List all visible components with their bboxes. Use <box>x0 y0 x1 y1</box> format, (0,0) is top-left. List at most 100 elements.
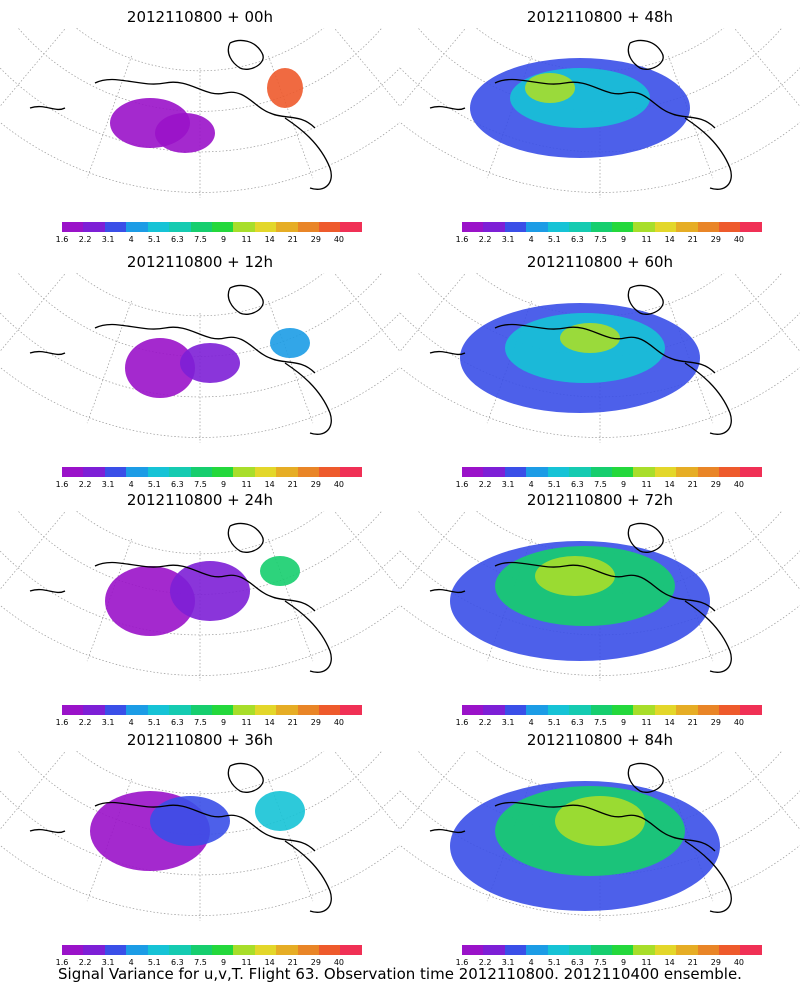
colorbar-swatch <box>233 222 255 232</box>
coastline <box>494 323 716 374</box>
colorbar-swatch <box>504 705 527 715</box>
variance-area <box>270 328 310 358</box>
colorbar-swatch <box>211 945 234 955</box>
meridian-line <box>400 28 427 33</box>
colorbar-swatch <box>462 222 484 232</box>
colorbar-swatch <box>719 705 741 715</box>
colorbar-swatch <box>462 705 484 715</box>
colorbar-label: 9 <box>220 958 227 967</box>
colorbar-swatch <box>147 467 170 477</box>
coastline <box>494 78 716 129</box>
coastline <box>684 840 732 913</box>
colorbar-label: 29 <box>710 718 721 727</box>
colorbar-swatch <box>126 705 148 715</box>
colorbar-swatch <box>254 705 277 715</box>
colorbar-swatch <box>62 467 84 477</box>
meridian-line <box>400 751 467 830</box>
colorbar-label: 4 <box>528 718 534 727</box>
meridian-line <box>86 538 132 662</box>
colorbar-swatch <box>569 467 591 477</box>
colorbar-label: 1.6 <box>455 958 469 967</box>
coastline <box>94 801 316 852</box>
colorbar-labels: 1.6 2.2 3.1 4 5.1 6.3 7.5 9 11 14 21 29 40 <box>56 718 362 728</box>
meridian-line <box>333 511 400 590</box>
colorbar-swatch <box>719 467 741 477</box>
colorbar <box>62 467 362 477</box>
colorbar-label: 14 <box>264 235 275 244</box>
colorbar-swatch <box>62 945 84 955</box>
greenland-coastline <box>627 762 664 793</box>
colorbar-swatch <box>611 705 634 715</box>
colorbar-label: 4 <box>528 235 534 244</box>
panel-title: 2012110800 + 36h <box>126 731 274 749</box>
colorbar <box>62 222 362 232</box>
coastline <box>94 78 316 129</box>
colorbar-swatch <box>254 467 277 477</box>
colorbar-swatch <box>104 705 127 715</box>
panel-title: 2012110800 + 48h <box>526 8 674 26</box>
colorbar-label: 14 <box>264 480 275 489</box>
meridian-line <box>0 751 27 756</box>
variance-area <box>267 68 303 108</box>
colorbar-swatch <box>462 945 484 955</box>
coastline <box>29 105 66 111</box>
colorbar-swatch <box>83 945 105 955</box>
colorbar-labels: 1.6 2.2 3.1 4 5.1 6.3 7.5 9 11 14 21 29 40 <box>456 480 762 490</box>
colorbar-swatch <box>697 467 720 477</box>
colorbar-swatch <box>297 467 320 477</box>
colorbar-swatch <box>233 467 255 477</box>
meridian-line <box>400 511 427 516</box>
colorbar-label: 29 <box>310 958 321 967</box>
colorbar-label: 11 <box>241 235 252 244</box>
colorbar-swatch <box>654 467 677 477</box>
colorbar-swatch <box>147 945 170 955</box>
colorbar-label: 5.1 <box>147 235 161 244</box>
colorbar-swatch <box>233 945 255 955</box>
coastline <box>684 117 732 190</box>
panel-title: 2012110800 + 12h <box>126 253 274 271</box>
greenland-coastline <box>227 39 264 70</box>
colorbar-label: 6.3 <box>571 235 584 244</box>
colorbar-label: 40 <box>333 958 345 967</box>
map-panel-60h: 2012110800 + 60h 1.6 2.2 3.1 4 5.1 6.3 7.5 9 11 1… <box>400 245 800 489</box>
meridian-line <box>86 300 132 424</box>
colorbar-swatch <box>611 467 634 477</box>
meridian-line <box>333 751 400 830</box>
colorbar-label: 4 <box>528 958 534 967</box>
colorbar-swatch <box>590 945 612 955</box>
colorbar-label: 14 <box>664 235 675 244</box>
colorbar-label: 5.1 <box>147 958 161 967</box>
greenland-coastline <box>227 284 264 315</box>
colorbar-swatch <box>483 222 505 232</box>
colorbar-label: 6.3 <box>171 718 184 727</box>
colorbar-label: 3.1 <box>101 480 115 489</box>
colorbar-label: 5.1 <box>547 480 561 489</box>
colorbar-label: 29 <box>710 235 721 244</box>
colorbar-label: 11 <box>241 958 252 967</box>
colorbar-swatch <box>276 705 298 715</box>
colorbar-swatch <box>190 945 212 955</box>
meridian-line <box>400 511 467 590</box>
coastline <box>494 561 716 612</box>
coastline <box>429 828 466 834</box>
colorbar-swatch <box>676 467 698 477</box>
colorbar <box>462 467 762 477</box>
meridian-line <box>773 28 800 33</box>
meridian-line <box>0 273 67 352</box>
colorbar-labels: 1.6 2.2 3.1 4 5.1 6.3 7.5 9 11 14 21 29 40 <box>456 958 762 968</box>
colorbar-label: 14 <box>664 480 675 489</box>
meridian-line <box>373 273 400 278</box>
colorbar-swatch <box>211 705 234 715</box>
colorbar-label: 40 <box>733 235 745 244</box>
meridian-line <box>733 751 800 830</box>
map-panel-24h: 2012110800 + 24h 1.6 2.2 3.1 4 5.1 6.3 7.5 9 11 1… <box>0 483 400 727</box>
colorbar-label: 14 <box>664 718 675 727</box>
colorbar-swatch <box>547 705 570 715</box>
polar-map <box>400 751 800 921</box>
colorbar-label: 21 <box>687 958 698 967</box>
colorbar-swatch <box>483 705 505 715</box>
meridian-line <box>0 28 67 107</box>
colorbar-label: 5.1 <box>147 718 161 727</box>
colorbar <box>62 945 362 955</box>
coastline <box>29 350 66 356</box>
